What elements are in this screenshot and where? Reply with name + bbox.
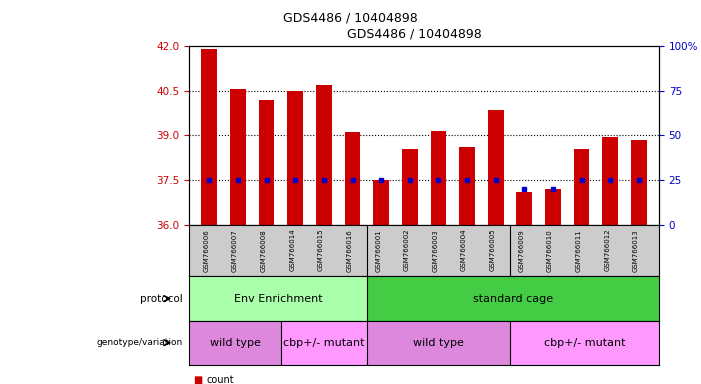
Text: protocol: protocol [139,293,182,304]
Text: GSM766005: GSM766005 [490,229,496,271]
Bar [459,147,475,225]
Bar [545,189,561,225]
Bar [373,180,389,225]
Bar [488,110,503,225]
Text: genotype/variation: genotype/variation [96,338,182,347]
Text: GSM766006: GSM766006 [203,229,210,271]
Bar [201,49,217,225]
Bar [230,89,246,225]
Text: GDS4486 / 10404898: GDS4486 / 10404898 [346,28,482,41]
Text: wild type: wild type [413,338,464,348]
Text: GSM766004: GSM766004 [461,229,467,271]
Text: GSM766013: GSM766013 [633,229,639,271]
Text: GSM766002: GSM766002 [404,229,410,271]
Text: GDS4486 / 10404898: GDS4486 / 10404898 [283,12,418,25]
Bar [259,99,275,225]
Bar [189,276,367,321]
Text: GSM766010: GSM766010 [547,229,553,271]
Text: GSM766014: GSM766014 [290,229,295,271]
Text: GSM766012: GSM766012 [604,229,611,271]
Bar [367,276,659,321]
Text: GSM766003: GSM766003 [433,229,438,271]
Text: ■: ■ [193,375,202,384]
Bar [573,149,590,225]
Text: cbp+/- mutant: cbp+/- mutant [283,338,365,348]
Text: GSM766016: GSM766016 [346,229,353,271]
Text: GSM766001: GSM766001 [375,229,381,271]
Bar [345,132,360,225]
Bar [631,140,647,225]
Text: GSM766011: GSM766011 [576,229,582,271]
Text: cbp+/- mutant: cbp+/- mutant [544,338,625,348]
Bar [517,192,532,225]
Text: GSM766009: GSM766009 [518,229,524,271]
Bar [510,321,659,365]
Text: Env Enrichment: Env Enrichment [233,293,322,304]
Text: GSM766008: GSM766008 [261,229,266,271]
Bar [367,321,510,365]
Text: count: count [207,375,234,384]
Bar [316,85,332,225]
Text: wild type: wild type [210,338,261,348]
Bar [287,91,303,225]
Bar [402,149,418,225]
Text: standard cage: standard cage [472,293,553,304]
Bar [430,131,447,225]
Text: GSM766007: GSM766007 [232,229,238,271]
Bar [189,321,281,365]
Text: GSM766015: GSM766015 [318,229,324,271]
Bar [602,137,618,225]
Bar [281,321,367,365]
